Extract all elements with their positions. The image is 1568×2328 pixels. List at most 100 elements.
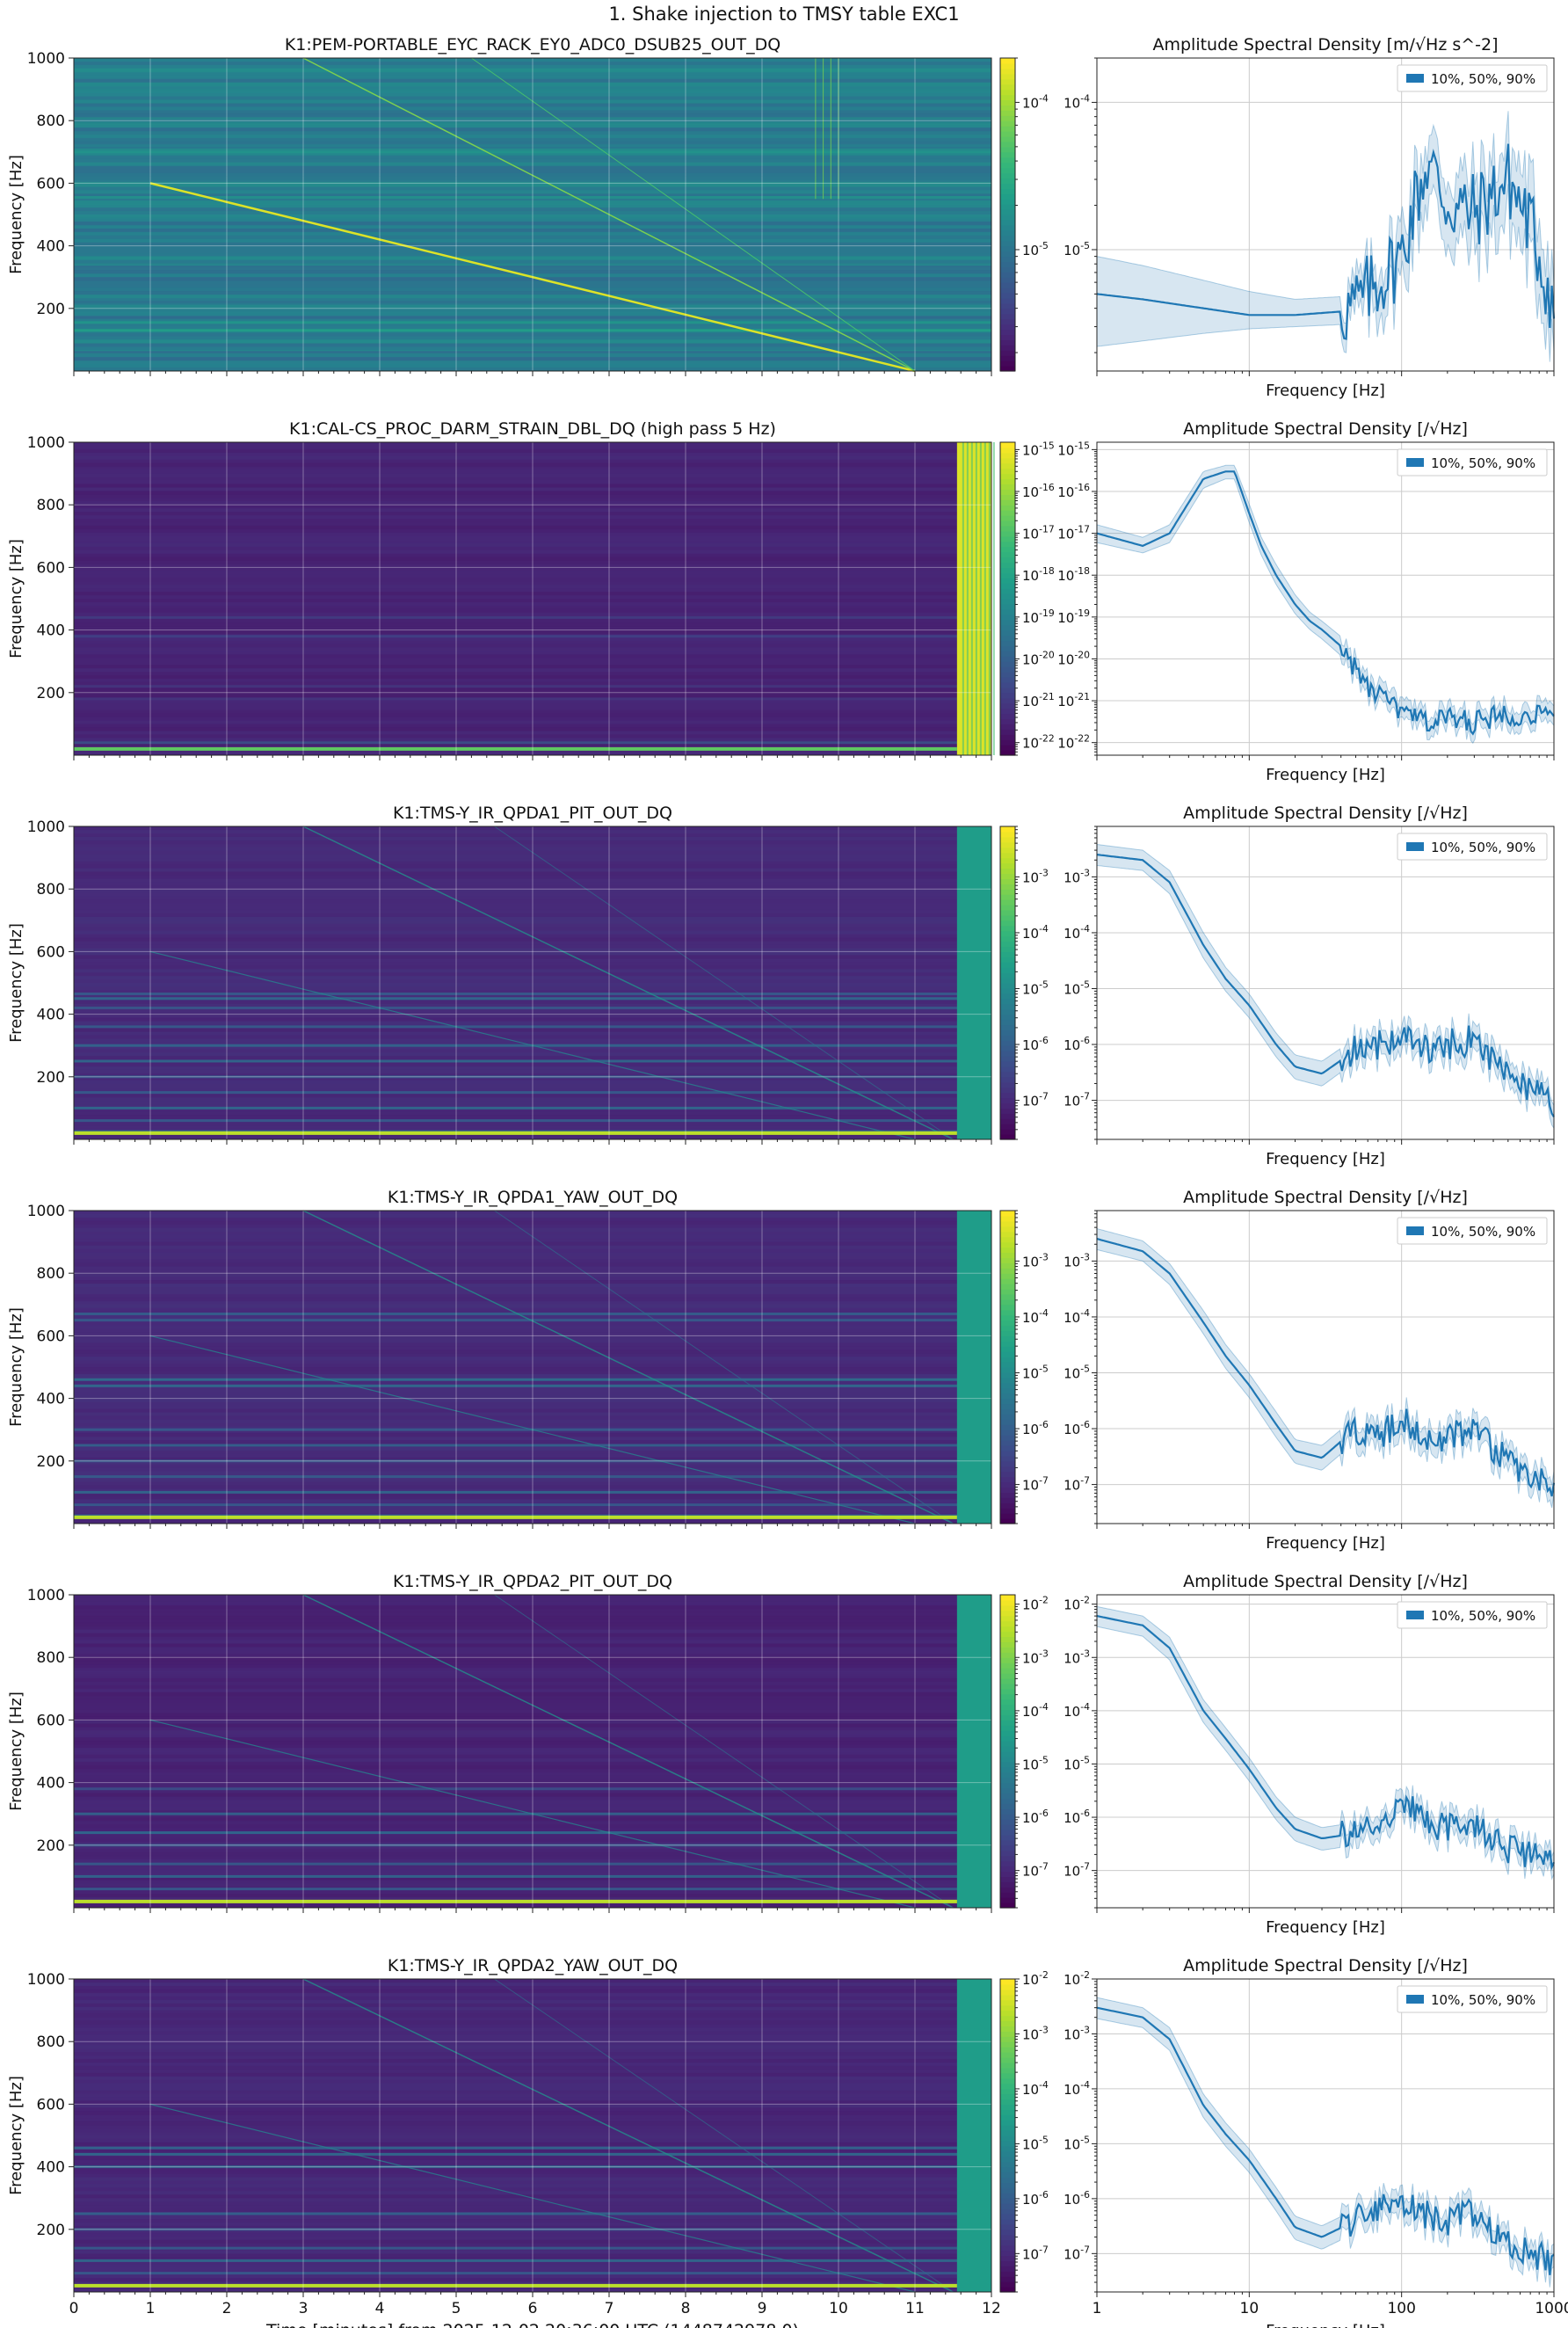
spectrogram-texture: [74, 727, 991, 731]
spectrogram-texture: [74, 2215, 991, 2220]
spectrogram-texture: [74, 567, 991, 571]
spectrogram-texture: [74, 2159, 991, 2164]
spectrogram-texture: [74, 885, 991, 890]
spectrogram-texture: [74, 2052, 991, 2056]
colorbar-segment: [1000, 750, 1015, 756]
spectrogram-texture: [74, 909, 991, 914]
legend-label: 10%, 50%, 90%: [1431, 71, 1535, 87]
axes-frame: [1096, 826, 1555, 1140]
x-tick-label: 9: [758, 2300, 767, 2317]
colorbar-segment: [1000, 245, 1015, 252]
x-tick-label: 1: [1093, 2300, 1102, 2317]
spectrogram-texture: [74, 183, 991, 187]
spectrogram-texture: [74, 1834, 991, 1839]
colorbar-tick-label: 10-7: [1022, 2244, 1049, 2262]
spectrogram-texture: [74, 640, 991, 644]
colorbar-segment: [1000, 1450, 1015, 1457]
colorbar-segment: [1000, 520, 1015, 527]
colorbar-segment: [1000, 2223, 1015, 2230]
colorbar-segment: [1000, 293, 1015, 299]
spectrogram-texture: [74, 1481, 991, 1486]
colorbar-segment: [1000, 1798, 1015, 1804]
spectrogram-texture: [74, 731, 991, 735]
colorbar-segment: [1000, 282, 1015, 288]
colorbar-segment: [1000, 1371, 1015, 1379]
spectrogram-texture: [74, 1083, 991, 1088]
spectrogram-texture: [74, 923, 991, 928]
spectrogram-texture: [74, 1664, 991, 1669]
spectrogram-texture: [74, 861, 991, 866]
colorbar-segment: [1000, 1134, 1015, 1140]
colorbar-segment: [1000, 1751, 1015, 1757]
colorbar-tick-label: 10-5: [1022, 1754, 1049, 1772]
colorbar-segment: [1000, 1003, 1015, 1010]
colorbar-segment: [1000, 1631, 1015, 1638]
colorbar-segment: [1000, 2150, 1015, 2157]
colorbar-segment: [1000, 2145, 1015, 2152]
spectrogram-texture: [74, 2090, 991, 2095]
spectrogram-texture: [74, 571, 991, 575]
spectrogram-texture: [74, 532, 991, 537]
x-tick-label: 8: [681, 2300, 691, 2317]
spectrogram-texture: [74, 854, 991, 859]
spectrogram-texture: [74, 1430, 991, 1434]
low-freq-band: [74, 1131, 957, 1135]
spectrogram-texture: [74, 1408, 991, 1413]
x-tick-label: 10: [829, 2300, 848, 2317]
colorbar-segment: [1000, 1610, 1015, 1617]
x-tick-label: 1000: [1535, 2300, 1568, 2317]
colorbar-segment: [1000, 2218, 1015, 2225]
colorbar-segment: [1000, 360, 1015, 367]
legend-label: 10%, 50%, 90%: [1431, 840, 1535, 855]
spectrogram-texture: [74, 512, 991, 516]
colorbar-segment: [1000, 745, 1015, 751]
y-tick-label: 10-3: [1063, 867, 1090, 885]
spectrogram-texture: [74, 477, 991, 482]
colorbar-segment: [1000, 1979, 1015, 1985]
colorbar-segment: [1000, 619, 1015, 626]
spectrogram-texture: [74, 706, 991, 711]
spectrogram-texture: [74, 1038, 991, 1043]
spectrogram-texture: [74, 1293, 991, 1299]
spectrogram-texture: [74, 1252, 991, 1256]
spectrogram-texture: [74, 280, 991, 285]
spectrogram-texture: [74, 1433, 991, 1437]
y-axis-label: Frequency [Hz]: [7, 155, 25, 274]
spectrogram-texture: [74, 1062, 991, 1067]
spectrogram-texture: [74, 2024, 991, 2028]
lock-loss-stripe: [979, 442, 982, 755]
spectrogram-panel-4: 200 400 600 800 1000 K1:TMS-Y_IR_QPDA1_YAW_OU…: [7, 1188, 1049, 1529]
injection-sweep-2: [302, 1210, 954, 1524]
y-tick-label: 400: [37, 622, 65, 640]
spectrogram-texture: [74, 1325, 991, 1329]
spectrogram-texture: [74, 1401, 991, 1407]
spectral-line: [74, 1384, 991, 1387]
colorbar-segment: [1000, 1076, 1015, 1083]
spectrogram-texture: [74, 82, 991, 87]
injection-sweep-1: [149, 182, 916, 373]
y-axis-label: Frequency [Hz]: [7, 2076, 25, 2195]
legend-swatch: [1406, 1995, 1424, 2004]
spectrogram-texture: [74, 1021, 991, 1025]
colorbar-segment: [1000, 1492, 1015, 1498]
spectrogram-texture: [74, 1604, 991, 1610]
colorbar-segment: [1000, 2041, 1015, 2048]
y-tick-label: 600: [37, 943, 65, 961]
colorbar-segment: [1000, 1771, 1015, 1779]
spectral-line: [74, 263, 991, 266]
colorbar-segment: [1000, 1455, 1015, 1462]
spectrogram-texture: [74, 578, 991, 582]
colorbar-tick-label: 10-3: [1022, 867, 1049, 885]
spectrogram-texture: [74, 266, 991, 271]
colorbar-segment: [1000, 697, 1015, 704]
spectrogram-texture: [74, 601, 991, 607]
y-tick-label: 10-4: [1063, 1701, 1090, 1720]
colorbar-segment: [1000, 852, 1015, 859]
colorbar-segment: [1000, 1430, 1015, 1436]
colorbar-tick-label: 10-6: [1022, 1035, 1049, 1053]
colorbar-segment: [1000, 167, 1015, 174]
spectrogram-texture: [74, 1049, 991, 1053]
colorbar-segment: [1000, 2015, 1015, 2022]
spectrogram-texture: [74, 2142, 991, 2147]
